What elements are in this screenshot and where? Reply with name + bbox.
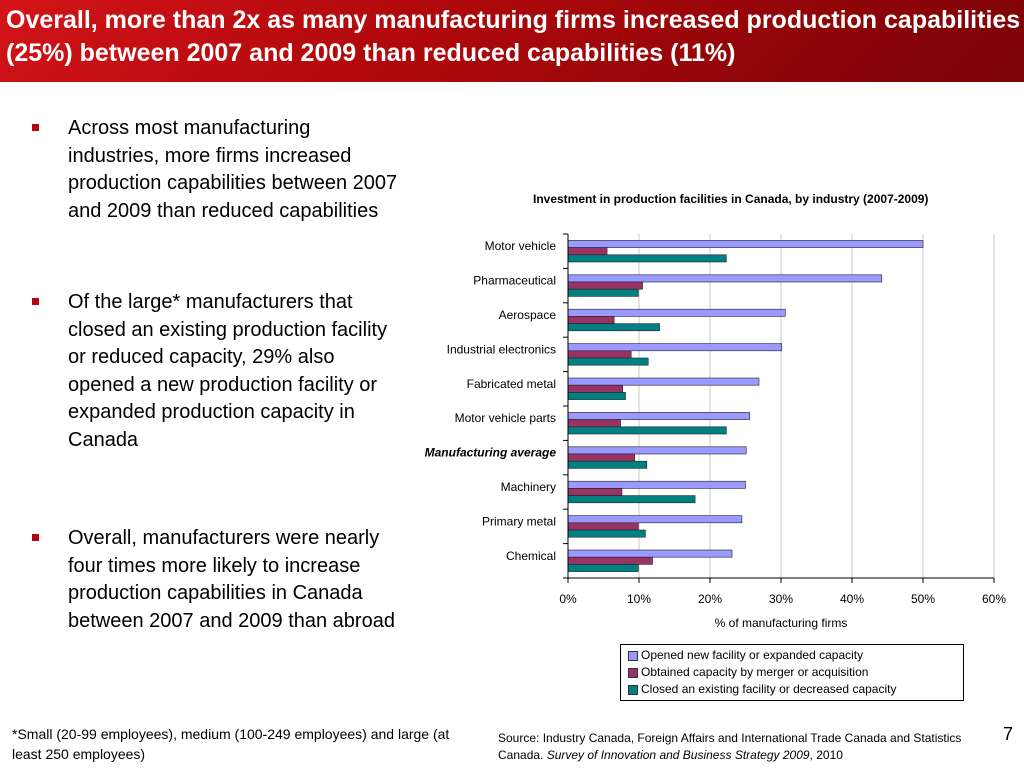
bar (567, 247, 608, 256)
bar (567, 564, 639, 572)
legend-label: Opened new facility or expanded capacity (641, 648, 864, 662)
title-bar: Overall, more than 2x as many manufactur… (0, 0, 1024, 82)
bar (567, 412, 751, 420)
bullet-text: Overall, manufacturers were nearly four … (68, 527, 395, 632)
x-axis-title: % of manufacturing firms (715, 616, 848, 630)
bar (567, 281, 643, 290)
bar (567, 522, 639, 531)
square-bullet-icon (32, 534, 39, 541)
bar (567, 556, 653, 565)
bar (567, 308, 786, 317)
x-tick-label: 20% (698, 592, 722, 606)
square-bullet-icon (32, 298, 39, 305)
bar (567, 529, 646, 538)
category-label: Machinery (501, 480, 556, 494)
chart-legend: Opened new facility or expanded capacity… (620, 644, 964, 701)
bar (567, 446, 747, 455)
source-note: Source: Industry Canada, Foreign Affairs… (498, 730, 998, 764)
bar (567, 343, 783, 352)
category-label: Chemical (506, 549, 556, 563)
page-number: 7 (1003, 724, 1014, 744)
legend-swatch-icon (628, 668, 638, 678)
source-prefix: Source: Industry Canada, Foreign Affairs… (498, 731, 962, 762)
source-suffix: , 2010 (809, 748, 843, 762)
category-label: Primary metal (482, 514, 556, 528)
bar (567, 350, 632, 359)
bar (567, 254, 727, 263)
category-label: Fabricated metal (467, 377, 556, 391)
x-tick-label: 0% (559, 592, 577, 606)
x-tick-label: 40% (840, 592, 864, 606)
x-tick-label: 50% (911, 592, 935, 606)
slide-title: Overall, more than 2x as many manufactur… (6, 6, 1021, 67)
bar (567, 392, 626, 400)
bar (567, 419, 621, 428)
bar (567, 480, 746, 489)
category-label: Industrial electronics (447, 342, 556, 356)
bar (567, 426, 727, 435)
bar (567, 488, 623, 496)
bar (567, 384, 623, 393)
bar (567, 453, 636, 462)
category-label: Manufacturing average (425, 446, 557, 460)
bar (567, 323, 660, 332)
legend-label: Closed an existing facility or decreased… (641, 682, 897, 696)
bar (567, 495, 696, 504)
bullet-text: Of the large* manufacturers that closed … (68, 291, 388, 451)
bar (567, 357, 649, 366)
legend-swatch-icon (628, 685, 638, 695)
bar (567, 316, 615, 324)
bar (567, 288, 639, 297)
chart-title: Investment in production facilities in C… (533, 192, 929, 206)
bar (567, 549, 733, 558)
x-tick-label: 30% (769, 592, 793, 606)
square-bullet-icon (32, 124, 39, 131)
x-tick-label: 60% (982, 592, 1006, 606)
category-label: Motor vehicle (485, 239, 557, 253)
legend-label: Obtained capacity by merger or acquisiti… (641, 665, 869, 679)
source-title: Survey of Innovation and Business Strate… (546, 748, 810, 762)
x-tick-label: 10% (627, 592, 651, 606)
footnote: *Small (20-99 employees), medium (100-24… (12, 726, 450, 762)
bar (567, 274, 883, 283)
category-label: Aerospace (499, 308, 557, 322)
bar (567, 515, 743, 524)
category-label: Motor vehicle parts (455, 411, 556, 425)
bar (567, 240, 924, 248)
legend-swatch-icon (628, 651, 638, 661)
bullet-text: Across most manufacturing industries, mo… (68, 117, 398, 222)
category-label: Pharmaceutical (473, 274, 556, 288)
bar (567, 377, 760, 386)
bar (567, 460, 648, 469)
